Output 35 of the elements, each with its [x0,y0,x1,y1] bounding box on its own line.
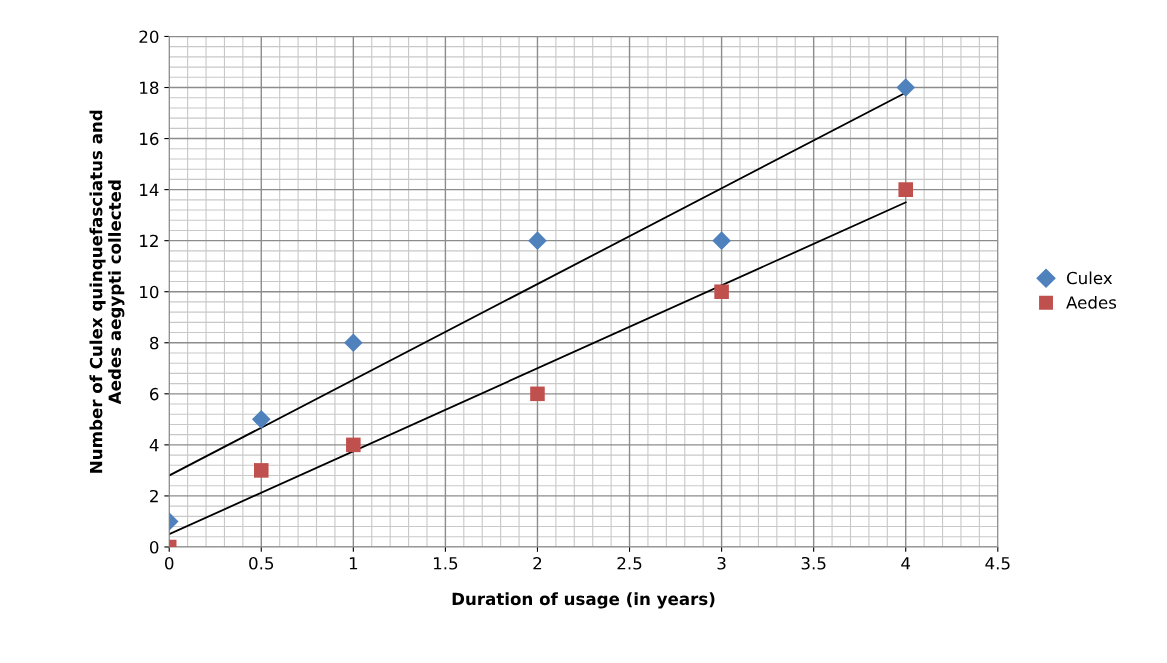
y-tick-label: 14 [140,183,159,196]
y-tick-label: 8 [150,336,159,350]
x-tick-label: 4.5 [985,557,1010,570]
x-tick-label: 0 [165,556,174,570]
legend-label: Aedes [1066,295,1117,309]
point [251,410,271,429]
x-tick-label: 1.5 [433,557,458,570]
x-tick-label: 4 [901,557,911,570]
point [344,333,363,353]
point [253,463,269,478]
y-tick-label: 6 [150,387,159,401]
legend-label: Culex [1066,271,1113,285]
x-axis-title: Duration of usage (in years) [452,592,715,609]
x-tick-label: 3 [717,556,726,570]
x-tick-label: 2 [533,556,542,570]
y-tick-label: 10 [140,285,159,299]
x-tick-label: 2.5 [617,556,642,570]
y-tick-label: 16 [140,132,159,146]
x-tick-label: 0.5 [249,556,274,570]
x-tick-label: 3.5 [801,556,826,570]
point [528,231,547,250]
y-tick-label: 18 [140,81,159,95]
y-tick-label: 2 [150,489,158,503]
y-tick-label: 20 [139,30,159,44]
point [712,231,731,250]
y-axis-title: Number of Culex quinquefasciatus and Aedes aegypti collected [89,110,125,473]
x-tick-label: 1 [349,557,358,570]
point [898,182,914,197]
y-tick-label: 0 [149,540,159,554]
point [714,284,729,299]
y-tick-label: 12 [140,234,158,247]
point [346,437,361,453]
y-tick-label: 4 [149,439,159,452]
point [530,386,545,402]
point [896,78,916,97]
